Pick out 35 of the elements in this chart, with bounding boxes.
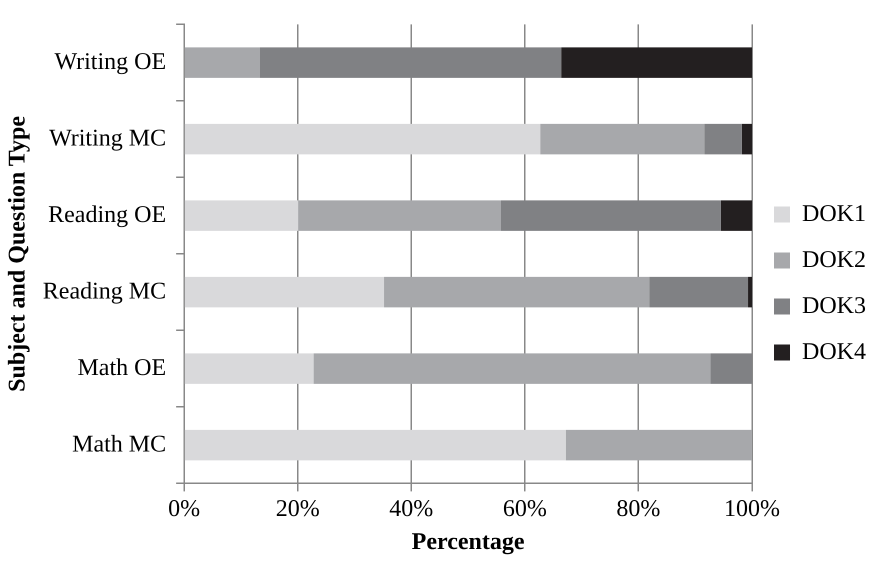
- bar: [742, 124, 752, 154]
- bar: [540, 124, 704, 154]
- x-tick-label: 40%: [389, 496, 434, 522]
- legend-label: DOK4: [802, 338, 866, 365]
- y-tick-label: Math MC: [72, 431, 166, 458]
- legend-label: DOK1: [802, 200, 866, 227]
- bar: [649, 276, 748, 308]
- legend-label: DOK2: [802, 246, 866, 273]
- bar: [184, 124, 540, 154]
- bar: [704, 124, 742, 154]
- bar: [184, 47, 260, 78]
- y-tick-label: Reading OE: [48, 202, 166, 228]
- y-tick-label: Reading MC: [42, 278, 166, 304]
- bar: [184, 200, 298, 231]
- x-tick-label: 60%: [502, 496, 547, 522]
- bar: [720, 200, 752, 231]
- x-tick-label: 0%: [168, 496, 200, 522]
- bar: [314, 353, 711, 384]
- x-axis-title: Percentage: [412, 528, 525, 555]
- bar: [184, 276, 384, 308]
- x-tick-label: 100%: [724, 496, 780, 522]
- y-tick-label: Math OE: [77, 354, 166, 381]
- y-tick-label: Writing OE: [54, 48, 166, 75]
- bar: [184, 430, 566, 460]
- bar: [566, 430, 752, 460]
- x-tick-label: 80%: [616, 496, 660, 522]
- bar: [184, 353, 314, 384]
- y-axis-title: Subject and Question Type: [4, 116, 31, 392]
- legend-label: DOK3: [802, 292, 866, 319]
- bar: [561, 47, 752, 78]
- bar: [384, 276, 650, 308]
- bar: [298, 200, 502, 231]
- y-tick-label: Writing MC: [49, 125, 166, 152]
- bar: [748, 276, 752, 308]
- x-tick-label: 20%: [276, 496, 320, 522]
